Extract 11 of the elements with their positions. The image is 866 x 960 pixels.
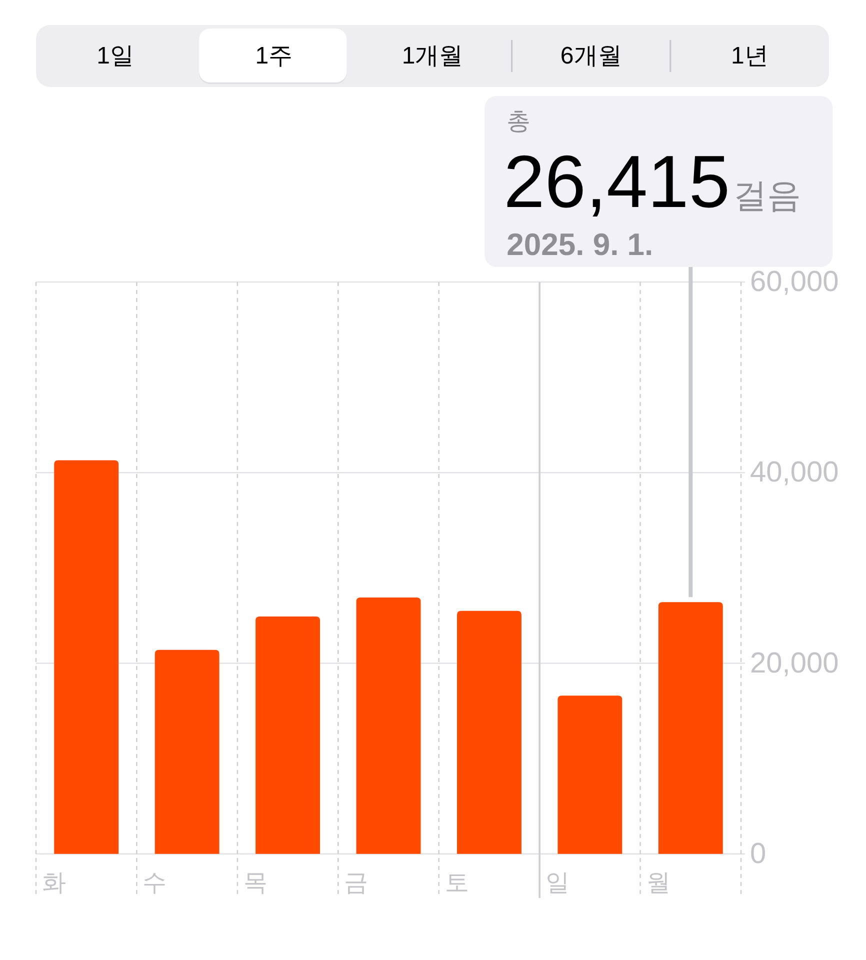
y-tick-label: 0 xyxy=(750,838,766,870)
x-tick-label: 금 xyxy=(344,870,368,896)
x-tick-label: 목 xyxy=(243,870,268,896)
y-tick-label: 20,000 xyxy=(750,647,839,680)
x-tick-label: 화 xyxy=(42,870,66,896)
x-tick-label: 토 xyxy=(444,870,469,896)
x-tick-label: 일 xyxy=(546,870,570,896)
y-tick-label: 40,000 xyxy=(750,456,839,489)
y-tick-label: 60,000 xyxy=(750,266,839,298)
x-tick-label: 월 xyxy=(646,870,670,896)
x-tick-label: 수 xyxy=(142,870,167,896)
